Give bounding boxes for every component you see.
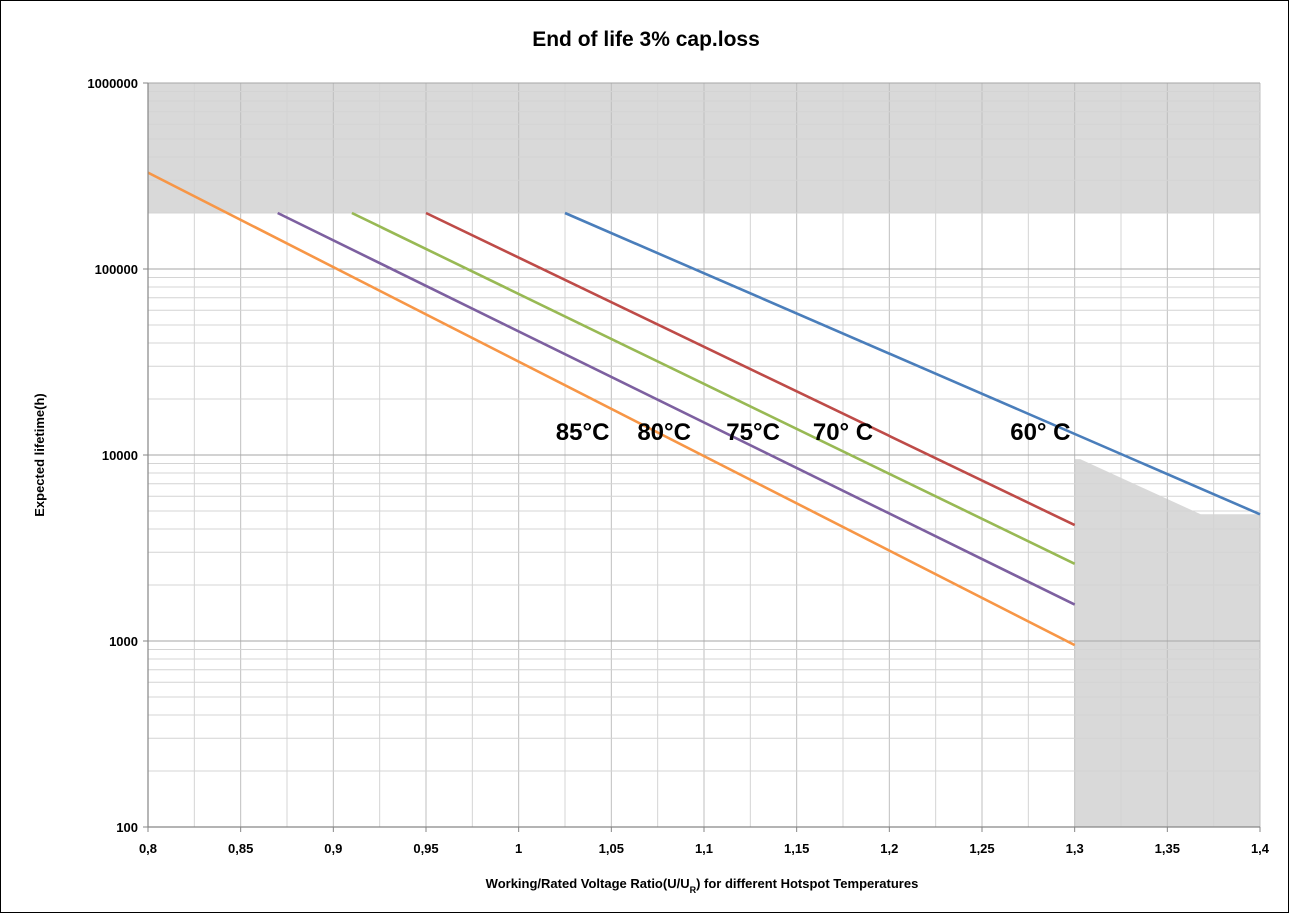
x-tick-label: 1,2 — [880, 841, 898, 856]
series-line-80c — [277, 211, 1076, 606]
y-tick-label: 100000 — [95, 262, 138, 277]
y-tick-label: 1000000 — [87, 76, 138, 91]
x-axis-label-suffix: ) for different Hotspot Temperatures — [696, 876, 918, 891]
curve-label: 60° C — [1010, 419, 1070, 446]
x-tick-label: 1,05 — [599, 841, 624, 856]
series-lines — [147, 171, 1261, 647]
series-line-70c — [425, 211, 1076, 527]
y-tick-label: 1000 — [109, 634, 138, 649]
y-tick-labels: 100 1000 10000 100000 1000000 — [87, 76, 138, 835]
x-tick-label: 0,85 — [228, 841, 253, 856]
curve-annotations: 85°C 80°C 75°C 70° C 60° C — [556, 419, 1071, 446]
x-tick-label: 1,15 — [784, 841, 809, 856]
x-axis-label-main: Working/Rated Voltage Ratio(U/U — [486, 876, 690, 891]
x-tick-labels: 0,8 0,85 0,9 0,95 1 1,05 1,1 1,15 1,2 1,25 1,3 1,35… — [139, 841, 1270, 856]
axes — [143, 82, 1261, 832]
series-line-60c — [564, 211, 1261, 516]
x-axis-label: Working/Rated Voltage Ratio(U/UR) for di… — [486, 876, 919, 895]
x-tick-label: 0,9 — [324, 841, 342, 856]
x-tick-label: 1,4 — [1251, 841, 1270, 856]
curve-label: 75°C — [726, 419, 780, 446]
x-tick-label: 1,1 — [695, 841, 713, 856]
y-tick-label: 10000 — [102, 448, 138, 463]
x-axis-label-subscript: R — [690, 885, 697, 895]
y-tick-label: 100 — [116, 820, 138, 835]
series-line-75c — [351, 211, 1076, 565]
x-tick-label: 0,8 — [139, 841, 157, 856]
curve-label: 80°C — [637, 419, 691, 446]
x-tick-label: 0,95 — [413, 841, 438, 856]
series-line-85c — [147, 171, 1076, 647]
chart-title: End of life 3% cap.loss — [532, 28, 760, 51]
x-tick-label: 1,25 — [969, 841, 994, 856]
x-tick-label: 1 — [515, 841, 522, 856]
y-axis-label: Expected lifetime(h) — [32, 393, 47, 517]
x-tick-label: 1,3 — [1066, 841, 1084, 856]
curve-label: 70° C — [813, 419, 873, 446]
x-tick-label: 1,35 — [1155, 841, 1180, 856]
curve-label: 85°C — [556, 419, 610, 446]
